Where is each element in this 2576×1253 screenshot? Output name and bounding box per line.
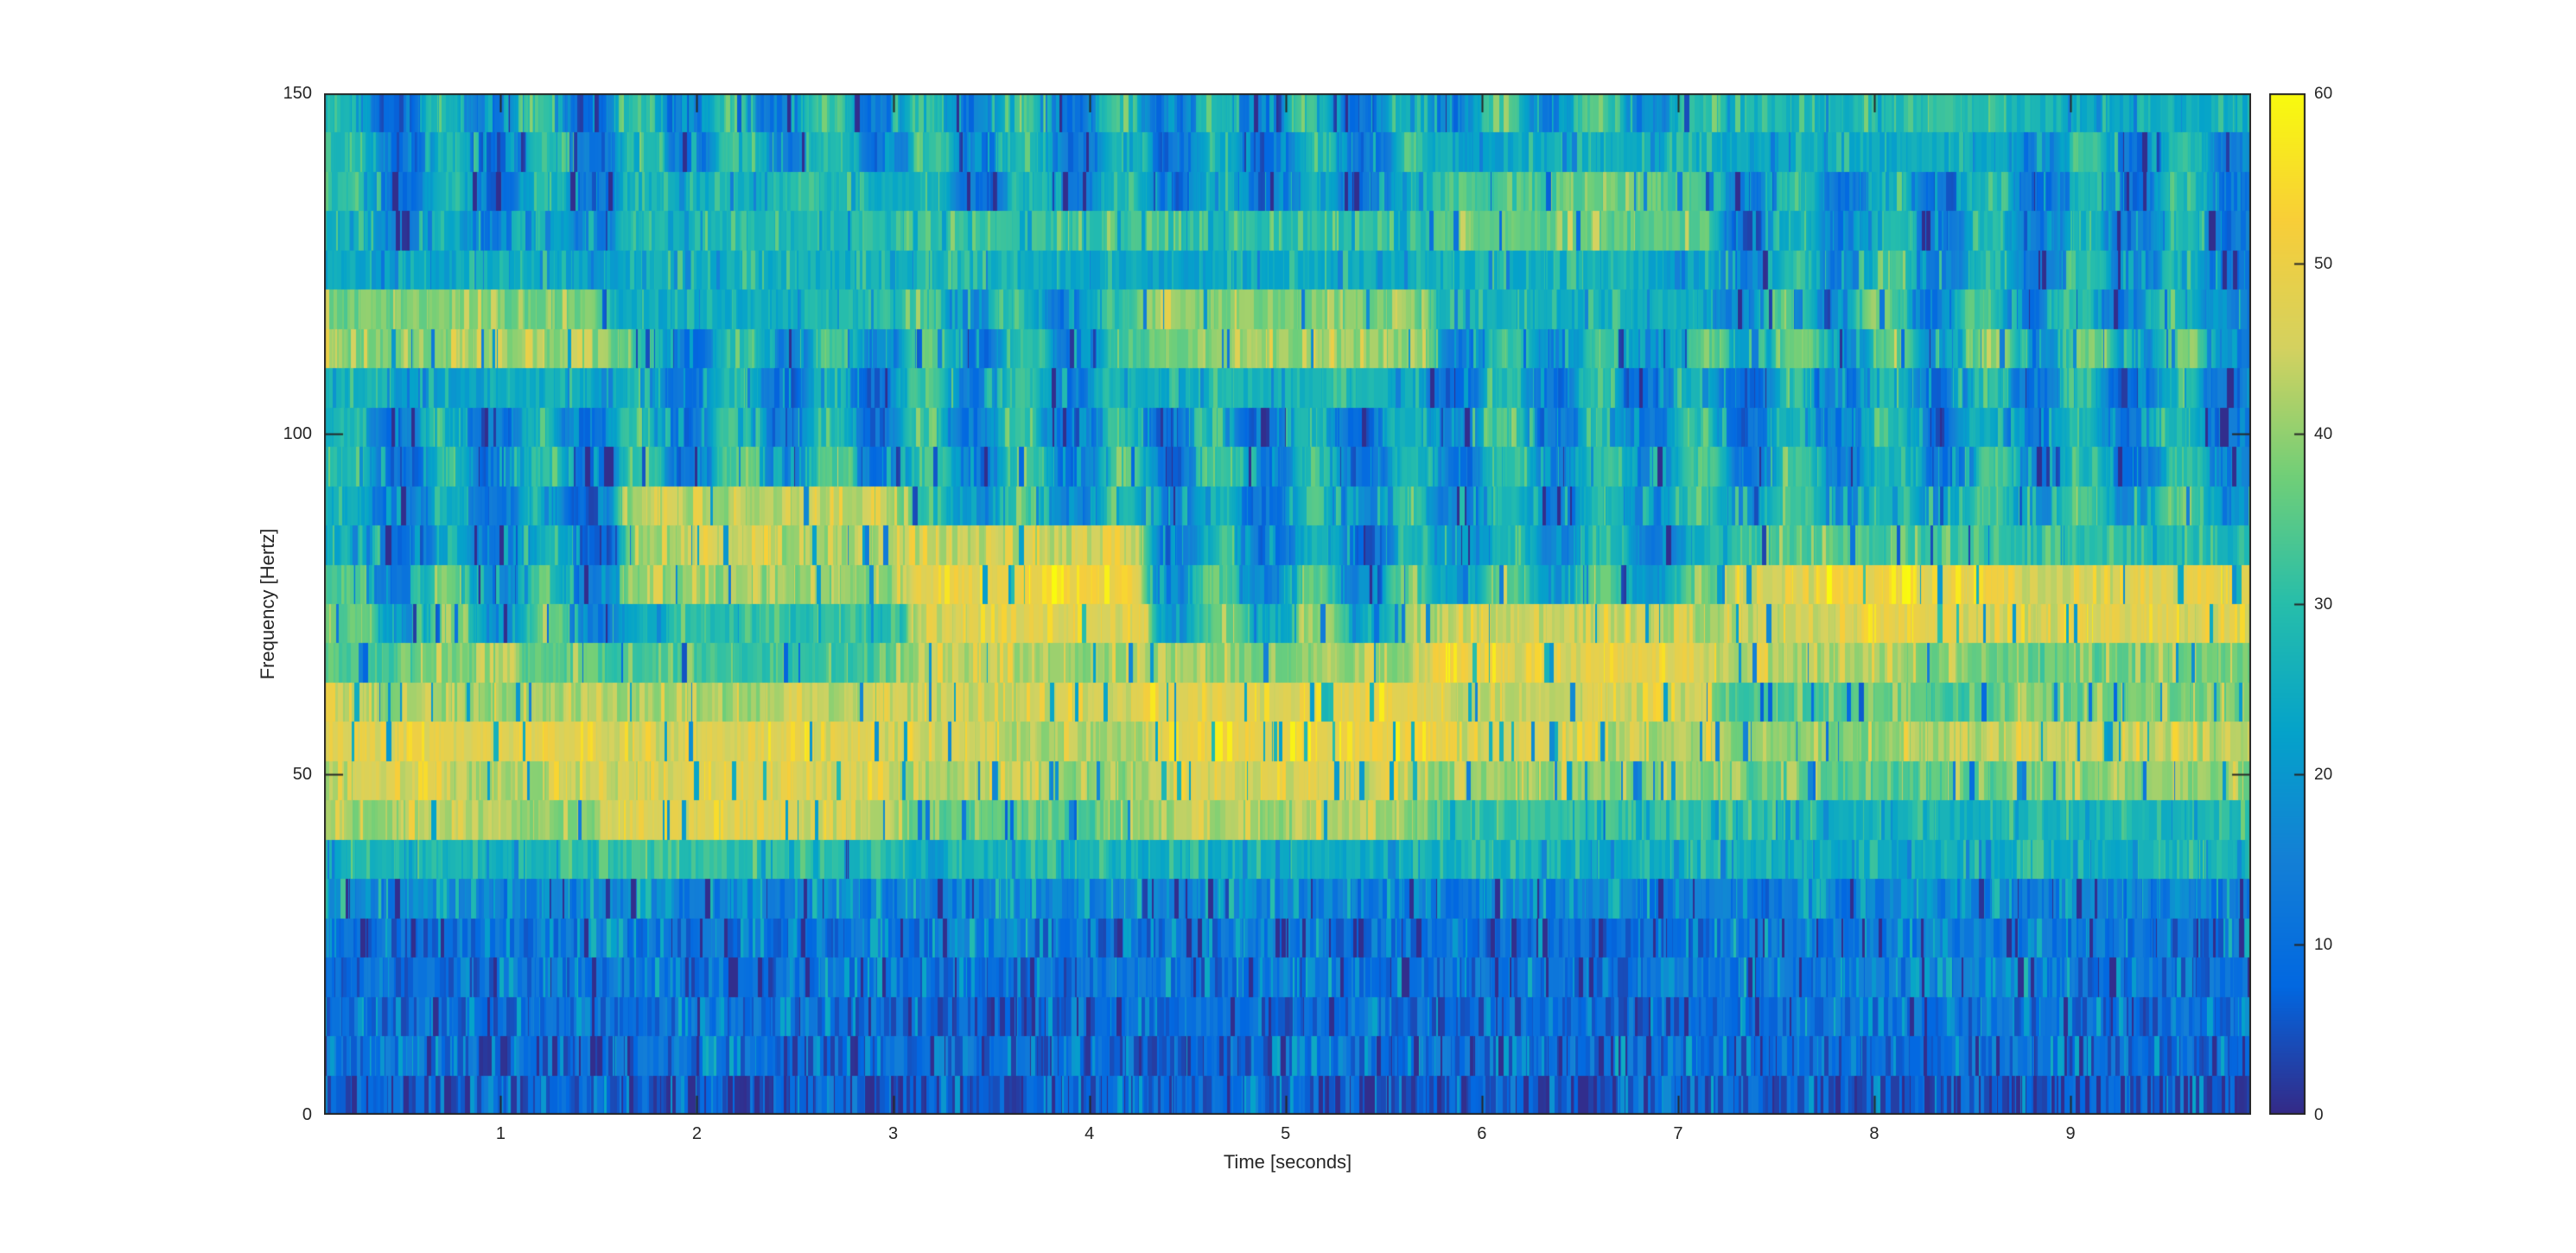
- x-tick-label: 5: [1281, 1124, 1291, 1143]
- y-axis-title: Frequency [Hertz]: [257, 528, 278, 680]
- x-axis-title: Time [seconds]: [1223, 1151, 1352, 1173]
- colorbar-tick-label: 50: [2314, 255, 2333, 273]
- y-tick-label: 50: [292, 765, 312, 784]
- colorbar-tick-label: 40: [2314, 425, 2333, 443]
- x-tick-label: 9: [2065, 1124, 2076, 1143]
- x-tick-label: 6: [1477, 1124, 1487, 1143]
- colorbar-tick-label: 20: [2314, 766, 2333, 784]
- colorbar-tick-label: 10: [2314, 936, 2333, 954]
- x-tick-label: 2: [691, 1124, 703, 1143]
- x-tick-label: 1: [495, 1124, 506, 1143]
- colorbar: [2269, 93, 2306, 1115]
- y-tick-label: 0: [302, 1105, 312, 1124]
- x-tick-label: 8: [1869, 1124, 1880, 1143]
- spectrogram-heatmap: [324, 93, 2251, 1115]
- x-tick-label: 7: [1673, 1124, 1683, 1143]
- x-tick-label: 4: [1084, 1124, 1095, 1143]
- x-tick-label: 3: [887, 1124, 899, 1143]
- colorbar-tick-label: 60: [2314, 85, 2333, 103]
- y-tick-label: 150: [283, 84, 312, 103]
- colorbar-tick-label: 0: [2314, 1106, 2324, 1124]
- y-tick-label: 100: [283, 424, 312, 443]
- colorbar-tick-label: 30: [2314, 595, 2333, 614]
